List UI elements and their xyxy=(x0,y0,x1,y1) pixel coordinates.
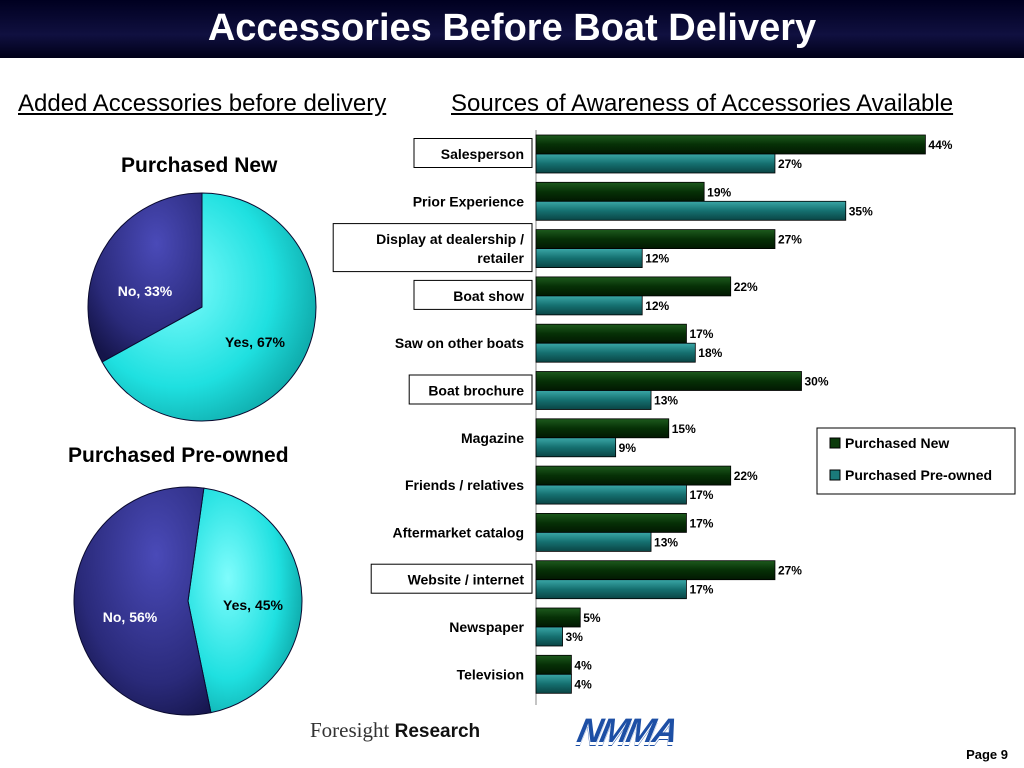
bar-data-label: 4% xyxy=(574,677,592,691)
legend-box xyxy=(816,427,1016,495)
bar-data-label: 17% xyxy=(689,516,713,530)
legend-label-preowned: Purchased Pre-owned xyxy=(845,467,992,483)
bar-data-label: 35% xyxy=(849,204,873,218)
left-section-title: Added Accessories before delivery xyxy=(18,90,387,117)
bar-category-highlight-box xyxy=(408,374,533,405)
bar-category-label: Boat brochure xyxy=(428,383,524,399)
bar-category-highlight-box xyxy=(413,138,533,168)
bar-new-11 xyxy=(535,654,572,675)
bar-data-label: 17% xyxy=(689,327,713,341)
foresight-research-logo: Foresight Research xyxy=(310,718,481,742)
bar-preowned-4 xyxy=(535,342,696,363)
legend-swatch-new xyxy=(829,437,841,449)
pie-preowned-label-no: No, 56% xyxy=(103,609,158,625)
bar-data-label: 13% xyxy=(654,394,678,408)
bar-category-label: Boat show xyxy=(453,288,524,304)
bar-category-label: Magazine xyxy=(461,430,524,446)
bar-new-8 xyxy=(535,513,687,533)
bar-category-label: Salesperson xyxy=(441,146,524,162)
bar-category-label: Display at dealership / xyxy=(376,231,524,247)
bar-data-label: 19% xyxy=(707,185,731,199)
bar-preowned-1 xyxy=(535,200,847,221)
bar-category-label: Aftermarket catalog xyxy=(393,524,525,540)
legend-label-new: Purchased New xyxy=(845,435,949,451)
bar-category-label: retailer xyxy=(477,250,524,266)
bar-preowned-9 xyxy=(535,579,687,600)
bar-data-label: 15% xyxy=(672,422,696,436)
bar-data-label: 44% xyxy=(928,138,952,152)
bar-preowned-3 xyxy=(535,295,643,316)
pie-new-label-yes: Yes, 67% xyxy=(225,334,285,350)
bar-data-label: 4% xyxy=(574,658,592,672)
bar-data-label: 27% xyxy=(778,233,802,247)
bar-new-0 xyxy=(535,134,926,155)
bar-category-label: Television xyxy=(457,666,524,682)
bar-category-highlight-box xyxy=(413,279,533,310)
bar-preowned-10 xyxy=(535,626,563,647)
bar-category-label: Friends / relatives xyxy=(405,477,524,493)
pie-preowned-slice-yes xyxy=(187,487,303,714)
bar-category-highlight-box xyxy=(332,223,533,273)
pie-new-slice-yes xyxy=(101,192,317,422)
bar-data-label: 5% xyxy=(583,611,601,625)
bar-new-9 xyxy=(535,560,776,581)
bar-preowned-6 xyxy=(535,437,617,458)
bar-preowned-2 xyxy=(535,248,643,269)
bar-new-4 xyxy=(535,323,687,344)
bar-data-label: 27% xyxy=(778,157,802,171)
pie-new-label-no: No, 33% xyxy=(118,283,173,299)
page-title: Accessories Before Boat Delivery xyxy=(207,7,817,49)
nmma-logo: NMMA xyxy=(574,712,680,750)
bar-data-label: 30% xyxy=(805,375,829,389)
bar-data-label: 17% xyxy=(689,583,713,597)
bar-category-label: Newspaper xyxy=(449,619,524,635)
bar-legend: Purchased New Purchased Pre-owned xyxy=(816,427,1016,495)
pie-preowned-slice-no xyxy=(73,486,212,716)
pie-preowned-label-yes: Yes, 45% xyxy=(223,597,283,613)
bar-new-5 xyxy=(535,371,802,391)
page-number: Page 9 xyxy=(966,747,1008,762)
bar-category-highlight-box xyxy=(370,563,533,594)
pie-new-slice-no xyxy=(87,192,203,363)
bar-data-label: 17% xyxy=(689,488,713,502)
bar-category-label: Prior Experience xyxy=(413,193,524,209)
bar-data-label: 22% xyxy=(734,280,758,294)
bar-data-label: 18% xyxy=(698,346,722,360)
bar-preowned-5 xyxy=(535,390,652,410)
bar-data-label: 13% xyxy=(654,535,678,549)
bar-category-label: Saw on other boats xyxy=(395,335,524,351)
pie-preowned-title: Purchased Pre-owned xyxy=(68,444,289,467)
bar-new-7 xyxy=(535,465,732,486)
bar-new-10 xyxy=(535,607,581,628)
bar-preowned-8 xyxy=(535,532,652,552)
bar-category-label: Website / internet xyxy=(408,572,525,588)
bar-new-1 xyxy=(535,181,705,202)
right-section-title: Sources of Awareness of Accessories Avai… xyxy=(451,90,954,117)
legend-swatch-preowned xyxy=(829,469,841,481)
bar-new-3 xyxy=(535,276,732,297)
bar-data-label: 9% xyxy=(619,441,637,455)
bar-data-label: 22% xyxy=(734,469,758,483)
title-bar: Accessories Before Boat Delivery xyxy=(0,0,1024,58)
pie-new-title: Purchased New xyxy=(121,154,278,177)
bar-new-2 xyxy=(535,229,776,250)
bar-new-6 xyxy=(535,418,670,439)
bar-data-label: 3% xyxy=(566,630,584,644)
bar-data-label: 12% xyxy=(645,299,669,313)
bar-data-label: 27% xyxy=(778,564,802,578)
bar-preowned-11 xyxy=(535,673,572,694)
bar-preowned-7 xyxy=(535,484,687,505)
bar-preowned-0 xyxy=(535,153,776,174)
bar-data-label: 12% xyxy=(645,252,669,266)
